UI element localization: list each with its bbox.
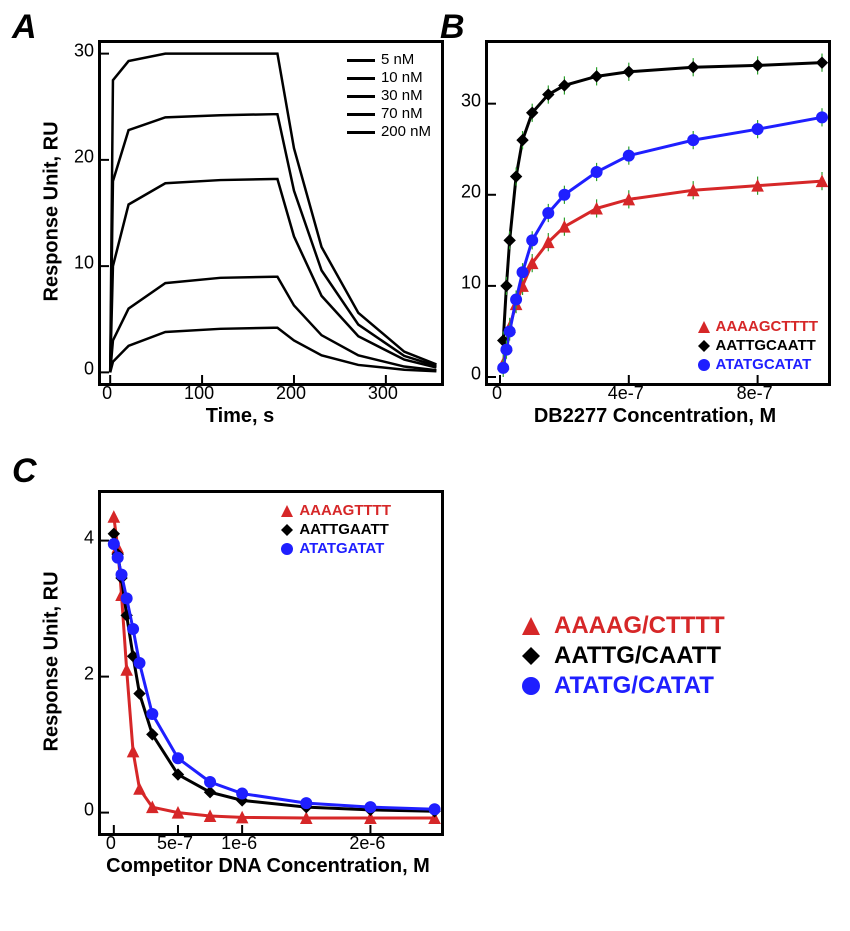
panel-a-legend: 5 nM 10 nM 30 nM 70 nM 200 nM <box>347 51 431 141</box>
legend-c-item: AAAAGTTTT <box>299 502 391 520</box>
diamond-icon <box>280 523 294 537</box>
legend-b-item: ATATGCATAT <box>716 356 812 374</box>
legend-a-item: 10 nM <box>381 69 423 87</box>
circle-icon <box>280 542 294 556</box>
master-legend-item: AATTG/CAATT <box>554 642 721 670</box>
triangle-icon <box>520 615 542 637</box>
triangle-icon <box>697 320 711 334</box>
panel-b-legend: AAAAGCTTTT AATTGCAATT ATATGCATAT <box>697 317 818 375</box>
diamond-icon <box>520 645 542 667</box>
triangle-icon <box>280 504 294 518</box>
panel-a-xlabel: Time, s <box>206 405 275 428</box>
panel-b-plot: AAAAGCTTTT AATTGCAATT ATATGCATAT <box>485 40 831 386</box>
panel-c-plot: AAAAGTTTT AATTGAATT ATATGATAT <box>98 490 444 836</box>
master-legend-item: ATATG/CATAT <box>554 672 714 700</box>
master-legend: AAAAG/CTTTT AATTG/CAATT ATATG/CATAT <box>520 610 725 702</box>
legend-c-item: ATATGATAT <box>299 540 384 558</box>
legend-a-item: 70 nM <box>381 105 423 123</box>
legend-b-item: AATTGCAATT <box>716 337 816 355</box>
legend-c-item: AATTGAATT <box>299 521 388 539</box>
circle-icon <box>520 675 542 697</box>
legend-a-item: 30 nM <box>381 87 423 105</box>
panel-a-plot: 5 nM 10 nM 30 nM 70 nM 200 nM <box>98 40 444 386</box>
panel-a-label: A <box>12 8 37 47</box>
panel-b-xlabel: DB2277 Concentration, M <box>534 405 776 428</box>
diamond-icon <box>697 339 711 353</box>
legend-a-item: 5 nM <box>381 51 414 69</box>
panel-c-legend: AAAAGTTTT AATTGAATT ATATGATAT <box>280 501 391 559</box>
master-legend-item: AAAAG/CTTTT <box>554 612 725 640</box>
panel-c-label: C <box>12 452 37 491</box>
legend-a-item: 200 nM <box>381 123 431 141</box>
panel-c-ylabel: Response Unit, RU <box>41 572 64 752</box>
legend-b-item: AAAAGCTTTT <box>716 318 818 336</box>
circle-icon <box>697 358 711 372</box>
figure-root: A B C 5 nM 10 nM 30 nM 70 nM 200 nM Resp… <box>10 10 840 921</box>
panel-c-xlabel: Competitor DNA Concentration, M <box>106 855 430 878</box>
